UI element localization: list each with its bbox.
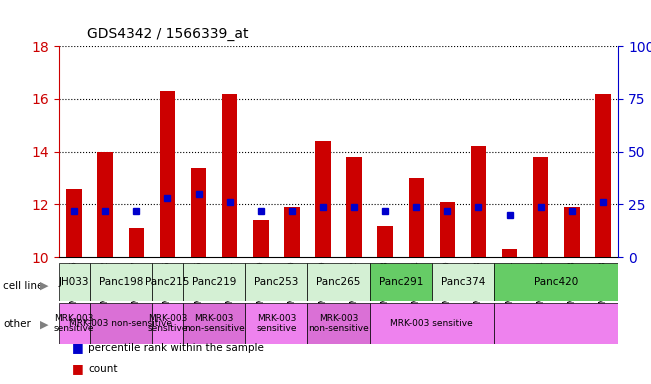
FancyBboxPatch shape: [152, 303, 183, 344]
Text: Panc253: Panc253: [254, 277, 299, 287]
FancyBboxPatch shape: [59, 303, 90, 344]
Bar: [284, 207, 299, 257]
Text: ▶: ▶: [40, 319, 49, 329]
FancyBboxPatch shape: [90, 263, 152, 301]
Text: MRK-003
non-sensitive: MRK-003 non-sensitive: [184, 314, 245, 333]
Text: MRK-003 non-sensitive: MRK-003 non-sensitive: [69, 319, 173, 328]
Text: GDS4342 / 1566339_at: GDS4342 / 1566339_at: [87, 27, 248, 41]
Text: Panc219: Panc219: [192, 277, 236, 287]
FancyBboxPatch shape: [307, 263, 370, 301]
Text: JH033: JH033: [59, 277, 89, 287]
FancyBboxPatch shape: [494, 263, 618, 301]
FancyBboxPatch shape: [90, 303, 152, 344]
Bar: [98, 152, 113, 257]
Bar: [159, 91, 175, 257]
Bar: [471, 146, 486, 257]
FancyBboxPatch shape: [152, 263, 183, 301]
Text: MRK-003
sensitive: MRK-003 sensitive: [54, 314, 94, 333]
Text: ▶: ▶: [40, 281, 49, 291]
Bar: [502, 249, 518, 257]
Bar: [533, 157, 548, 257]
Bar: [378, 226, 393, 257]
FancyBboxPatch shape: [432, 263, 494, 301]
Text: Panc198: Panc198: [98, 277, 143, 287]
Text: count: count: [88, 364, 117, 374]
Text: MRK-003
sensitive: MRK-003 sensitive: [256, 314, 297, 333]
FancyBboxPatch shape: [245, 263, 307, 301]
Text: Panc215: Panc215: [145, 277, 189, 287]
Bar: [564, 207, 579, 257]
FancyBboxPatch shape: [370, 303, 494, 344]
Text: MRK-003 sensitive: MRK-003 sensitive: [391, 319, 473, 328]
FancyBboxPatch shape: [370, 263, 432, 301]
FancyBboxPatch shape: [494, 303, 618, 344]
Bar: [315, 141, 331, 257]
Text: Panc420: Panc420: [534, 277, 578, 287]
FancyBboxPatch shape: [245, 303, 307, 344]
FancyBboxPatch shape: [183, 263, 245, 301]
Text: MRK-003
non-sensitive: MRK-003 non-sensitive: [308, 314, 369, 333]
Bar: [222, 94, 238, 257]
Text: Panc265: Panc265: [316, 277, 361, 287]
Text: percentile rank within the sample: percentile rank within the sample: [88, 343, 264, 353]
Bar: [253, 220, 268, 257]
Bar: [128, 228, 144, 257]
Text: MRK-003
sensitive: MRK-003 sensitive: [147, 314, 187, 333]
Bar: [408, 178, 424, 257]
Text: other: other: [3, 319, 31, 329]
Bar: [439, 202, 455, 257]
FancyBboxPatch shape: [183, 303, 245, 344]
Bar: [191, 167, 206, 257]
Bar: [66, 189, 82, 257]
Bar: [346, 157, 362, 257]
Text: Panc374: Panc374: [441, 277, 485, 287]
FancyBboxPatch shape: [59, 263, 90, 301]
FancyBboxPatch shape: [307, 303, 370, 344]
Text: ■: ■: [72, 362, 83, 375]
Bar: [595, 94, 611, 257]
Text: Panc291: Panc291: [378, 277, 423, 287]
Text: ■: ■: [72, 341, 83, 354]
Text: cell line: cell line: [3, 281, 44, 291]
